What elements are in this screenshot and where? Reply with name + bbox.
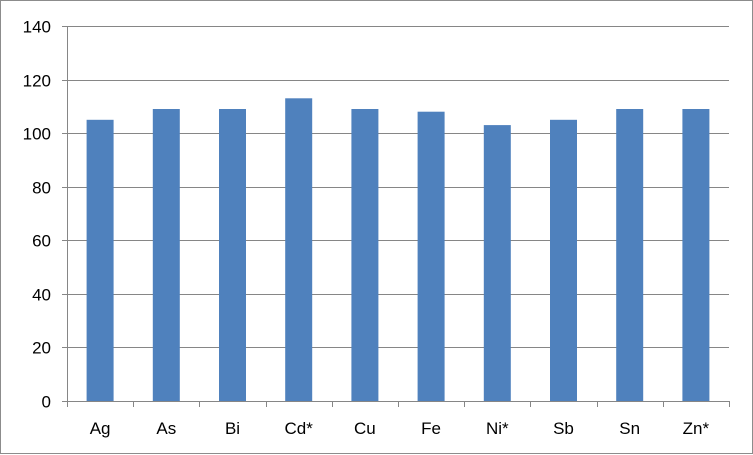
x-tick-label: Zn* bbox=[683, 419, 710, 438]
bar-Ag bbox=[86, 119, 114, 402]
bar-Cd* bbox=[285, 98, 313, 402]
x-tick-label: Ni* bbox=[486, 419, 509, 438]
bar-Sb bbox=[550, 119, 577, 402]
bar-Fe bbox=[417, 111, 445, 401]
y-tick-label: 60 bbox=[32, 232, 51, 251]
y-tick-label: 20 bbox=[32, 339, 51, 358]
x-tick-label: Cd* bbox=[285, 419, 314, 438]
bar-As bbox=[152, 109, 180, 401]
bar-Bi bbox=[219, 109, 246, 401]
y-tick-label: 120 bbox=[23, 72, 51, 91]
x-tick-label: Cu bbox=[354, 419, 376, 438]
bar-Ni* bbox=[483, 125, 511, 401]
y-tick-label: 80 bbox=[32, 179, 51, 198]
x-tick-label: Ag bbox=[90, 419, 111, 438]
x-tick-label: As bbox=[156, 419, 176, 438]
x-tick-label: Sn bbox=[619, 419, 640, 438]
x-tick-label: Bi bbox=[225, 419, 240, 438]
bar-Sn bbox=[616, 109, 644, 401]
bar-Cu bbox=[351, 109, 379, 401]
x-tick-label: Sb bbox=[553, 419, 574, 438]
y-tick-label: 40 bbox=[32, 286, 51, 305]
x-tick-label: Fe bbox=[421, 419, 441, 438]
y-tick-label: 140 bbox=[23, 18, 51, 37]
y-tick-label: 0 bbox=[42, 393, 51, 412]
y-tick-label: 100 bbox=[23, 125, 51, 144]
bar-Zn* bbox=[682, 109, 710, 401]
